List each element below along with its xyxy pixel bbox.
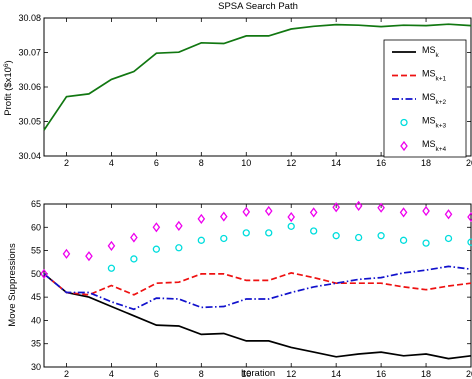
bottom-series-3-point — [242, 229, 250, 237]
bottom-series-1-line — [43, 272, 472, 296]
top-xtick-label: 20 — [466, 158, 472, 168]
top-ytick-label: 30.07 — [18, 48, 41, 58]
bottom-series-4-point — [85, 251, 93, 262]
bottom-series-4-point — [130, 232, 138, 243]
bottom-series-3-point — [354, 233, 363, 242]
bottom-series-4-point — [287, 211, 296, 223]
bottom-xtick-label: 18 — [421, 369, 431, 379]
top-xtick-label: 14 — [331, 158, 341, 168]
top-xtick-label: 16 — [376, 158, 386, 168]
legend-swatch — [400, 140, 408, 152]
bottom-series-3-point — [287, 222, 295, 231]
bottom-series-4-point — [422, 205, 430, 217]
top-series-group — [43, 23, 472, 131]
top-ylabel: Profit ($x106) — [3, 60, 14, 115]
bottom-xtick-label: 12 — [286, 369, 296, 379]
bottom-series-4-point — [62, 248, 71, 259]
bottom-series-3-point — [152, 245, 161, 253]
bottom-series-3-point — [467, 238, 472, 246]
bottom-ytick-label: 50 — [31, 269, 41, 279]
bottom-ylabel: Move Suppressions — [7, 243, 18, 327]
bottom-xtick-label: 8 — [199, 369, 204, 379]
legend-entry: MSk+3 — [400, 116, 447, 130]
bottom-ytick-label: 35 — [31, 339, 41, 349]
top-xtick-label: 12 — [286, 158, 296, 168]
top-ytick-label: 30.05 — [18, 117, 41, 127]
bottom-series-3-point — [107, 264, 116, 272]
bottom-xlabel: Iteration — [241, 368, 275, 379]
bottom-series-4-point — [242, 206, 251, 218]
top-xtick-label: 8 — [199, 158, 204, 168]
bottom-xtick-label: 4 — [109, 369, 114, 379]
top-xtick-label: 18 — [421, 158, 431, 168]
bottom-series-3-point — [377, 232, 385, 240]
bottom-series-4-point — [399, 207, 408, 218]
bottom-series-4-point — [197, 213, 206, 224]
top-ytick-label: 30.06 — [18, 82, 41, 92]
bottom-xtick-label: 10 — [241, 369, 251, 379]
legend-label: MSk+4 — [422, 139, 447, 153]
bottom-ytick-label: 40 — [31, 315, 41, 325]
legend-swatch — [400, 118, 408, 127]
bottom-axis-ticks: 2 4 6 8 10 12 14 16 18 20 30 35 40 45 50 55 60 65 — [31, 199, 472, 379]
bottom-series-3-point — [130, 255, 138, 263]
top-axis-ticks: 2 4 6 8 10 12 14 16 18 20 30.04 30.05 30.06 30.07 30.0… — [18, 13, 472, 168]
bottom-series-group — [40, 200, 472, 360]
top-ytick-label: 30.08 — [18, 13, 41, 23]
top-xtick-label: 4 — [109, 158, 114, 168]
bottom-plot-frame — [43, 203, 472, 368]
bottom-xtick-label: 6 — [154, 369, 159, 379]
legend-entry: MSk+4 — [400, 139, 447, 153]
bottom-series-3-point — [422, 239, 430, 247]
bottom-series-3-point — [399, 236, 408, 244]
bottom-series-4-point — [152, 222, 161, 233]
bottom-series-0-line — [43, 273, 472, 360]
bottom-ytick-label: 60 — [31, 222, 41, 232]
bottom-ytick-label: 30 — [31, 362, 41, 372]
bottom-series-4-point — [354, 200, 363, 211]
bottom-ytick-label: 45 — [31, 292, 41, 302]
chart-title: SPSA Search Path — [218, 1, 298, 12]
bottom-series-4-point — [309, 207, 318, 218]
top-xtick-label: 10 — [241, 158, 251, 168]
legend: MSk MSk+1 MSk+2 MSk+3 MSk+4 — [383, 39, 467, 158]
top-xtick-label: 6 — [154, 158, 159, 168]
legend-label: MSk — [422, 45, 440, 59]
bottom-series-4-point — [377, 202, 385, 213]
bottom-series-4-point — [219, 211, 228, 222]
bottom-ytick-label: 65 — [31, 199, 41, 209]
bottom-series-4-point — [444, 209, 453, 220]
bottom-series-3-point — [265, 229, 273, 237]
top-xtick-label: 2 — [64, 158, 69, 168]
bottom-series-4-point — [40, 268, 48, 279]
bottom-xtick-label: 16 — [376, 369, 386, 379]
bottom-ytick-label: 55 — [31, 246, 41, 256]
bottom-series-3-point — [444, 234, 453, 243]
legend-label: MSk+3 — [422, 116, 447, 130]
bottom-series-4-point — [332, 202, 340, 213]
top-ytick-label: 30.04 — [18, 151, 41, 161]
bottom-xtick-label: 14 — [331, 369, 341, 379]
bottom-series-4-point — [107, 240, 116, 251]
bottom-series-3-point — [332, 232, 340, 240]
legend-entry: MSk — [392, 45, 440, 59]
bottom-xtick-label: 20 — [466, 369, 472, 379]
bottom-xtick-label: 2 — [64, 369, 69, 379]
legend-label: MSk+2 — [422, 92, 447, 106]
bottom-series-3-point — [220, 234, 228, 243]
bottom-series-3-point — [310, 227, 318, 235]
bottom-series-4-point — [467, 211, 472, 223]
top-series-0-line — [43, 23, 472, 131]
bottom-series-3-point — [175, 244, 183, 252]
bottom-series-4-point — [175, 220, 183, 231]
legend-label: MSk+1 — [422, 69, 447, 83]
legend-entry: MSk+1 — [392, 69, 447, 83]
bottom-series-4-point — [264, 205, 273, 217]
legend-entry: MSk+2 — [392, 92, 447, 106]
bottom-series-3-point — [197, 236, 205, 244]
